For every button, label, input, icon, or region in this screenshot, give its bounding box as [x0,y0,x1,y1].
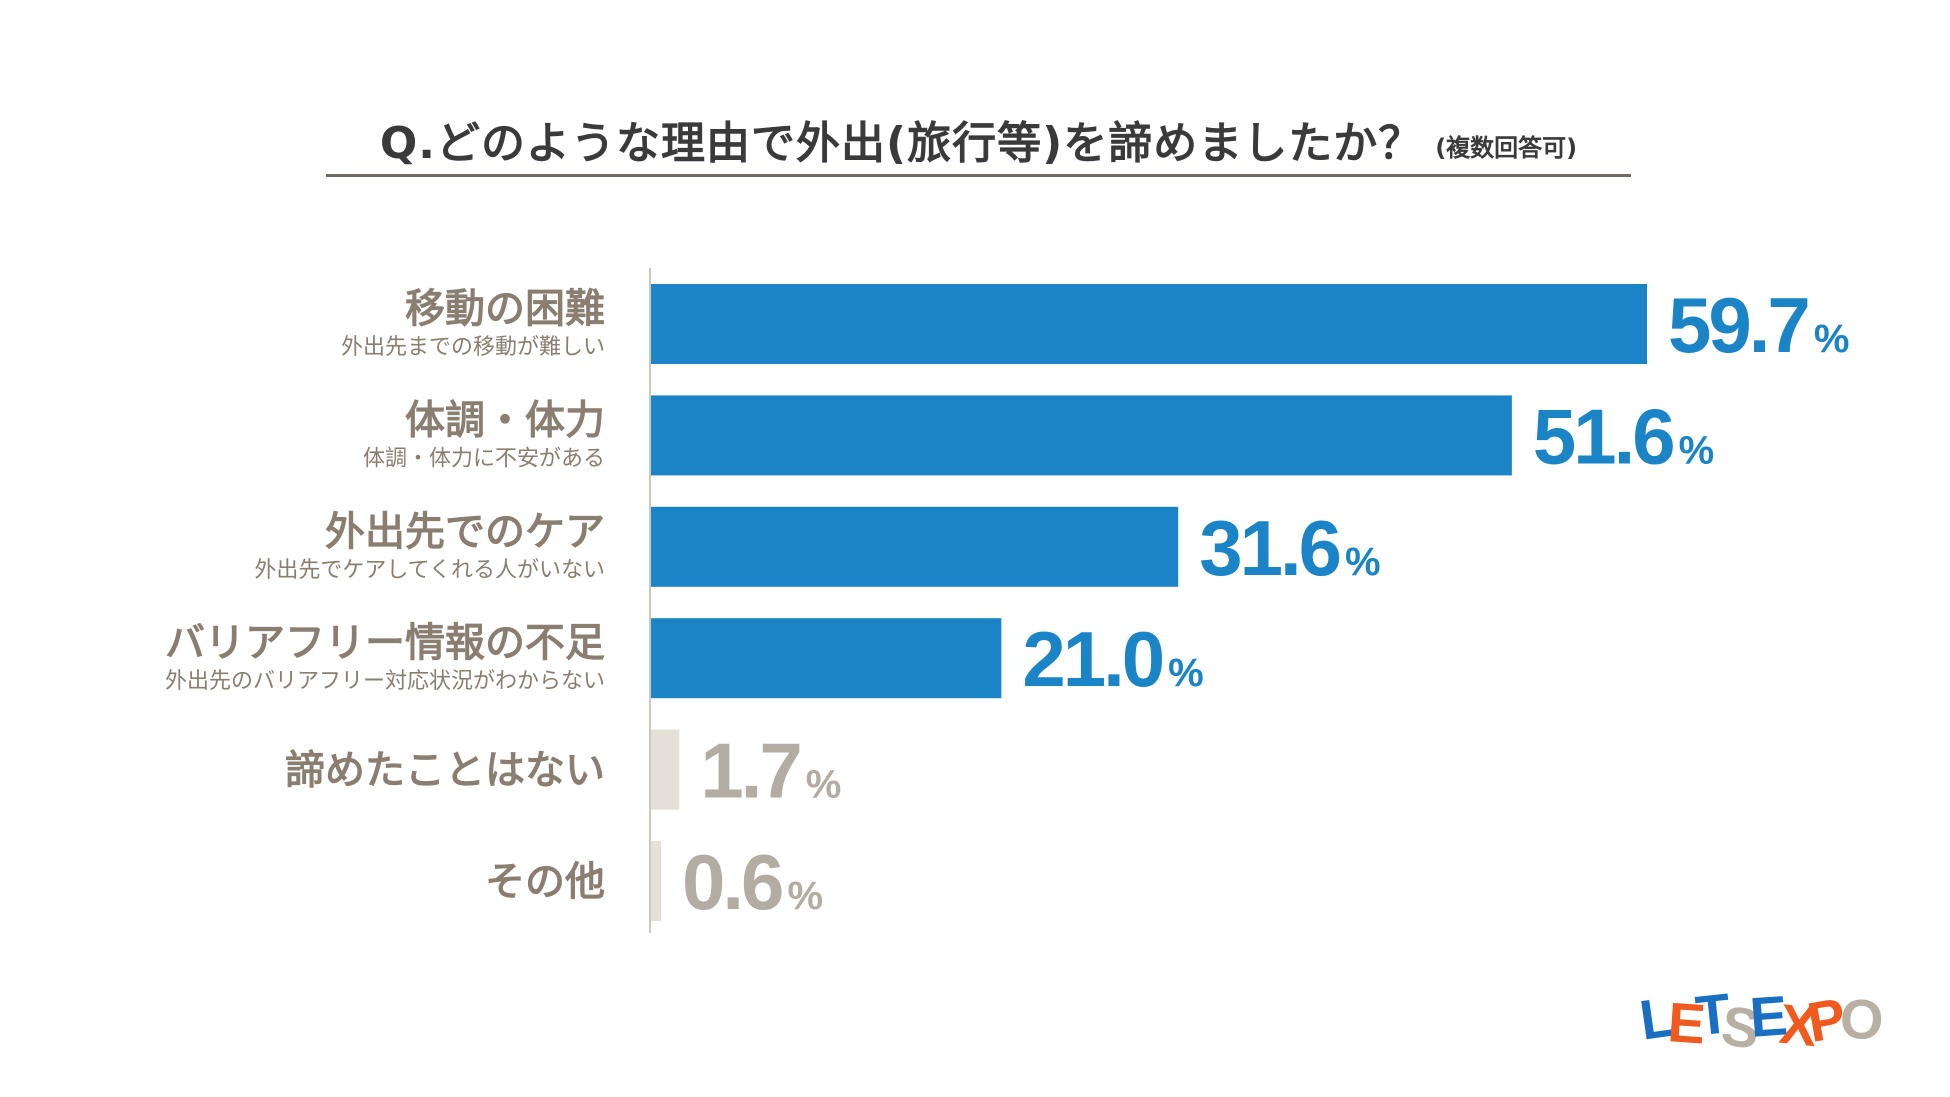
logo-letter: S [1718,993,1764,1052]
category-label: 諦めたことはない [285,748,605,794]
category-sublabel: 外出先でケアしてくれる人がいない [254,558,605,583]
chart-title-text: Q.どのような理由で外出(旅行等)を諦めましたか？ [379,118,1424,169]
bar-4 [651,729,680,810]
logo-letter: E [1748,983,1790,1048]
bar-5 [651,841,662,921]
category-label: 体調・体力 [405,397,605,443]
logo-letter: T [1693,982,1734,1047]
value-label: 0.6% [682,838,823,926]
value-label: 31.6% [1199,504,1380,592]
value-label: 59.7% [1668,281,1849,369]
category-label: 移動の困難 [405,286,605,332]
bar-0 [651,284,1647,364]
logo-letter: O [1838,986,1886,1052]
chart-title: Q.どのような理由で外出(旅行等)を諦めましたか？ (複数回答可) [326,104,1631,177]
bar-3 [651,618,1002,699]
category-sublabel: 外出先のバリアフリー対応状況がわからない [165,669,605,694]
value-label: 21.0% [1022,615,1203,703]
chart-title-note: (複数回答可) [1435,133,1578,162]
logo-letter: E [1666,990,1708,1052]
value-label: 1.7% [700,727,841,815]
logo-letter: X [1777,992,1821,1052]
category-label: 外出先でのケア [325,509,605,555]
category-sublabel: 体調・体力に不安がある [363,446,605,471]
bar-1 [651,395,1512,476]
category-label: その他 [485,859,605,905]
value-label: 51.6% [1533,392,1714,480]
category-label: バリアフリー情報の不足 [165,620,605,666]
bar-2 [651,506,1179,587]
category-sublabel: 外出先までの移動が難しい [341,335,605,360]
